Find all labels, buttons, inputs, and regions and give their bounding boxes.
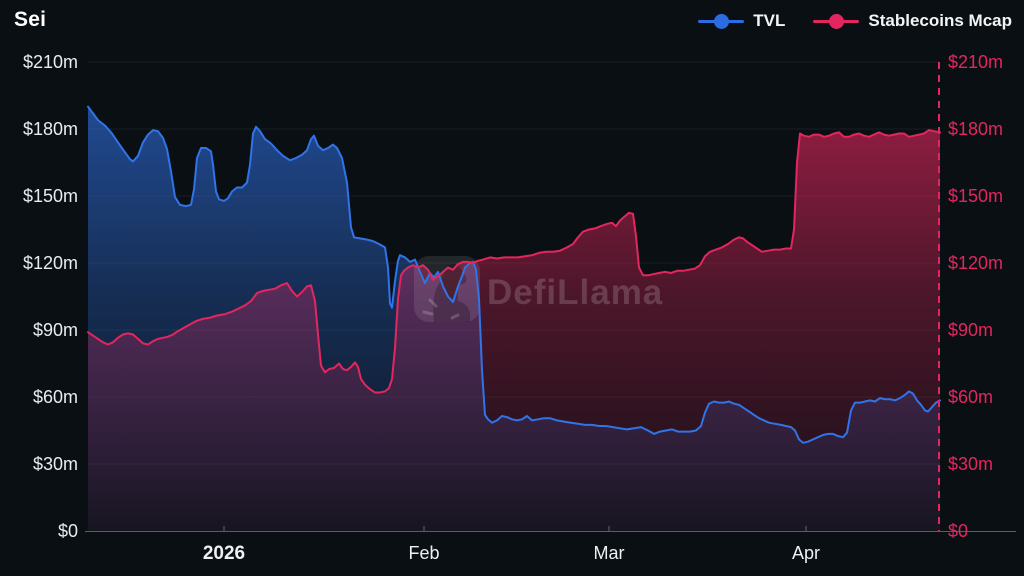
stablecoins-area (88, 130, 940, 531)
y-axis-label-left: $0 (58, 521, 78, 541)
watermark-text: DefiLlama (487, 273, 663, 312)
y-axis-label-right: $30m (948, 454, 993, 474)
y-axis-label-left: $150m (23, 186, 78, 206)
stablecoins-legend-marker-icon (813, 13, 860, 29)
y-axis-label-right: $60m (948, 387, 993, 407)
y-axis-label-right: $0 (948, 521, 968, 541)
chart-legend: TVL Stablecoins Mcap (698, 11, 1012, 31)
y-axis-label-right: $90m (948, 320, 993, 340)
tvl-legend-marker-icon (698, 13, 745, 29)
y-axis-label-left: $210m (23, 52, 78, 72)
legend-label-stablecoins-mcap: Stablecoins Mcap (868, 11, 1012, 30)
page-title: Sei (14, 8, 47, 31)
x-axis-label: Apr (792, 543, 820, 563)
y-axis-label-right: $120m (948, 253, 1003, 273)
y-axis-label-left: $120m (23, 253, 78, 273)
legend-label-tvl: TVL (753, 11, 786, 30)
tvl-line (87, 105, 941, 444)
y-axis-label-right: $210m (948, 52, 1003, 72)
stablecoins-line (87, 129, 941, 394)
y-axis-label-left: $60m (33, 387, 78, 407)
x-axis-label: Feb (408, 543, 439, 563)
legend-item-tvl[interactable]: TVL (698, 11, 785, 31)
x-axis-label: 2026 (203, 543, 245, 564)
y-axis-label-left: $90m (33, 320, 78, 340)
y-axis-label-right: $180m (948, 119, 1003, 139)
y-axis-label-left: $30m (33, 454, 78, 474)
legend-item-stablecoins-mcap[interactable]: Stablecoins Mcap (813, 11, 1012, 31)
x-axis-label: Mar (594, 543, 625, 563)
y-axis-label-right: $150m (948, 186, 1003, 206)
y-axis-label-left: $180m (23, 119, 78, 139)
